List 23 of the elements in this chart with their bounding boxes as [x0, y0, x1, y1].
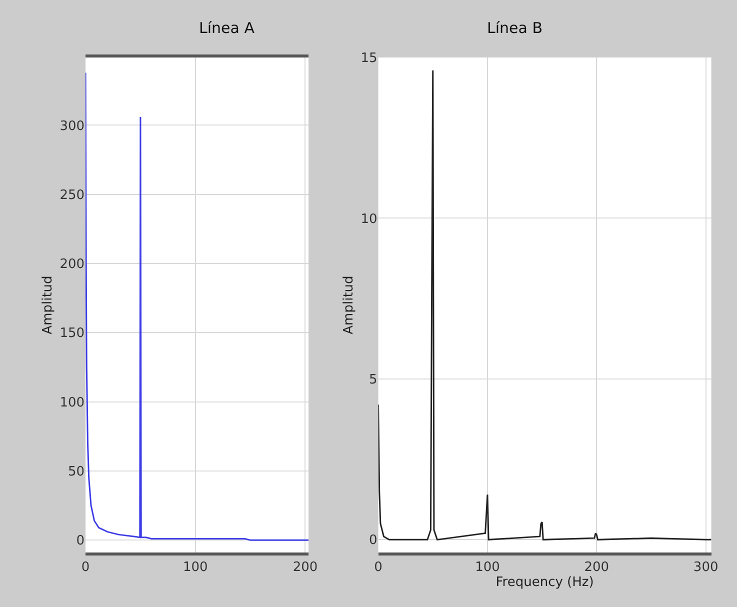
line-series — [378, 70, 712, 540]
x-tick-label: 100 — [182, 560, 208, 576]
y-axis-title: Amplitud — [342, 276, 357, 334]
x-axis-title: Frequency (Hz) — [496, 575, 594, 590]
y-tick-label: 300 — [60, 118, 85, 134]
y-tick-label: 15 — [360, 51, 378, 66]
y-tick-label: 150 — [60, 326, 85, 342]
line-series — [86, 72, 309, 541]
y-tick-label: 0 — [76, 534, 85, 549]
x-tick-label: 200 — [584, 560, 610, 576]
y-tick-label: 250 — [60, 188, 85, 203]
x-tick-label: 200 — [292, 560, 318, 576]
x-tick-label: 300 — [693, 560, 718, 576]
y-tick-label: 10 — [360, 212, 378, 227]
y-tick-label: 100 — [60, 395, 85, 410]
y-tick-label: 5 — [369, 372, 378, 388]
y-tick-label: 50 — [68, 464, 85, 480]
x-tick-label: 100 — [475, 560, 500, 576]
chart-title: Línea A — [199, 19, 256, 37]
y-tick-label: 200 — [60, 257, 85, 272]
y-axis-title: Amplitud — [40, 276, 56, 334]
y-tick-label: 0 — [369, 533, 378, 548]
chart-title: Línea B — [487, 19, 543, 37]
